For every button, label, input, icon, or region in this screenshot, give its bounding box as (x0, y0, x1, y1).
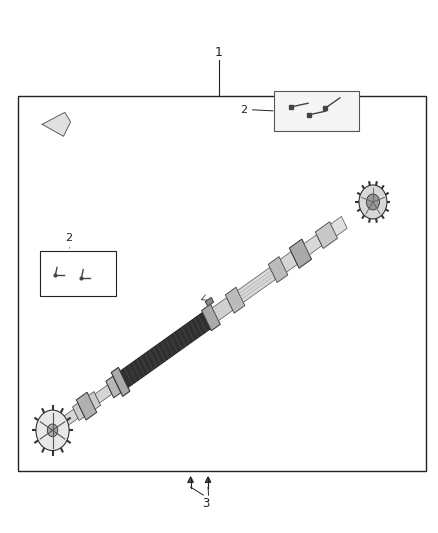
Polygon shape (59, 409, 78, 429)
Polygon shape (268, 256, 288, 282)
Polygon shape (76, 392, 97, 420)
Polygon shape (120, 312, 210, 387)
Bar (274, 91, 359, 131)
Polygon shape (111, 367, 130, 397)
Circle shape (367, 194, 379, 210)
Bar (40, 251, 117, 296)
Text: 2: 2 (65, 232, 72, 243)
Polygon shape (331, 216, 347, 236)
Polygon shape (72, 403, 85, 421)
Polygon shape (212, 297, 233, 321)
Polygon shape (280, 252, 297, 272)
Circle shape (36, 410, 69, 450)
Polygon shape (201, 304, 220, 330)
Polygon shape (106, 376, 121, 398)
Circle shape (359, 185, 387, 219)
Polygon shape (205, 297, 213, 306)
Bar (18, 96, 426, 471)
Polygon shape (88, 392, 101, 409)
Polygon shape (42, 112, 71, 136)
Polygon shape (188, 477, 193, 482)
Polygon shape (225, 287, 245, 313)
Text: 3: 3 (202, 497, 210, 510)
Polygon shape (205, 477, 211, 482)
Polygon shape (95, 385, 112, 403)
Polygon shape (304, 235, 322, 255)
Text: 1: 1 (215, 46, 223, 59)
Circle shape (47, 424, 58, 437)
Text: 2: 2 (240, 104, 247, 115)
Polygon shape (315, 222, 338, 248)
Polygon shape (237, 268, 276, 302)
Polygon shape (290, 239, 311, 268)
